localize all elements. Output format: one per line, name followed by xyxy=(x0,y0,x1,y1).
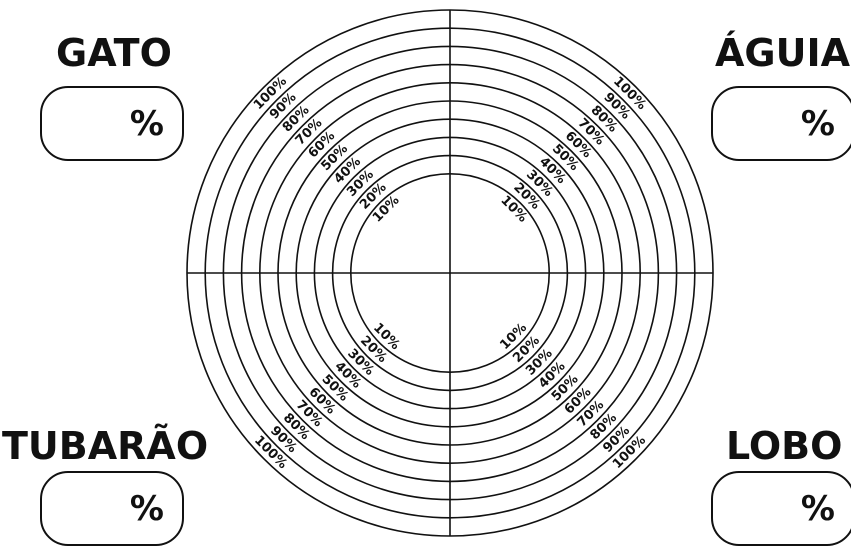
axes-layer xyxy=(187,10,713,536)
quadrant-title-tubarao: TUBARÃO xyxy=(2,424,209,468)
aguia-percent-sign: % xyxy=(800,104,835,144)
lobo-percent-box[interactable]: % xyxy=(711,471,851,546)
quadrant-title-aguia: ÁGUIA xyxy=(715,31,851,75)
aguia-percent-box[interactable]: % xyxy=(711,86,851,161)
quadrant-title-lobo: LOBO xyxy=(726,424,843,468)
lobo-percent-sign: % xyxy=(800,489,835,529)
quadrant-title-gato: GATO xyxy=(56,31,172,75)
tubarao-percent-box[interactable]: % xyxy=(40,471,184,546)
gato-percent-box[interactable]: % xyxy=(40,86,184,161)
tubarao-percent-sign: % xyxy=(129,489,164,529)
gato-percent-sign: % xyxy=(129,104,164,144)
